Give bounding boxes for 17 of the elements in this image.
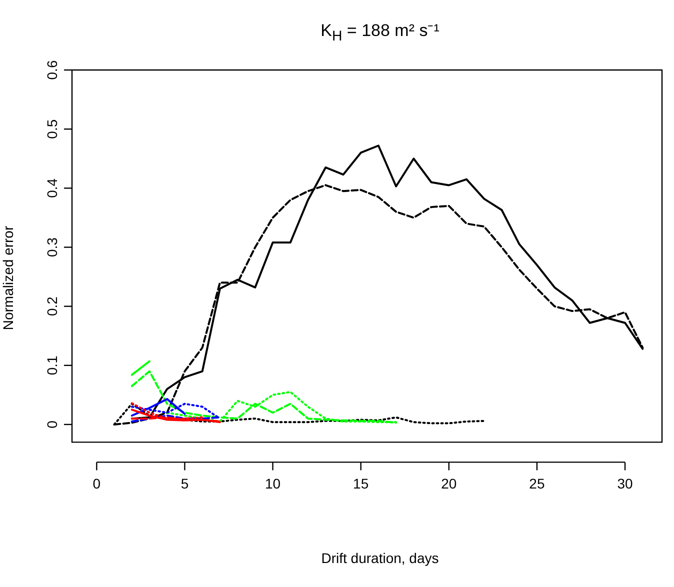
x-axis-title: Drift duration, days	[320, 550, 440, 566]
y-tick-label: 0.1	[44, 355, 60, 376]
x-tick-label: 25	[529, 475, 545, 492]
y-tick-label: 0.6	[44, 60, 60, 80]
y-tick-label: 0.5	[44, 119, 60, 139]
y-tick-label: 0.4	[44, 178, 60, 198]
y-tick-label: 0.3	[44, 237, 60, 257]
y-tick-label: 0.2	[44, 296, 60, 316]
y-tick-label: 0	[44, 420, 60, 428]
x-tick-label: 5	[180, 475, 189, 492]
x-tick-label: 30	[617, 475, 634, 492]
chart-title: K$_{H}$ = 188 m² s⁻¹	[320, 20, 440, 44]
x-tick-label: 10	[264, 475, 281, 492]
x-tick-label: 0	[92, 475, 101, 492]
x-tick-label: 20	[441, 475, 457, 492]
x-tick-label: 15	[353, 475, 369, 492]
y-axis-title: Normalized error	[0, 224, 16, 332]
